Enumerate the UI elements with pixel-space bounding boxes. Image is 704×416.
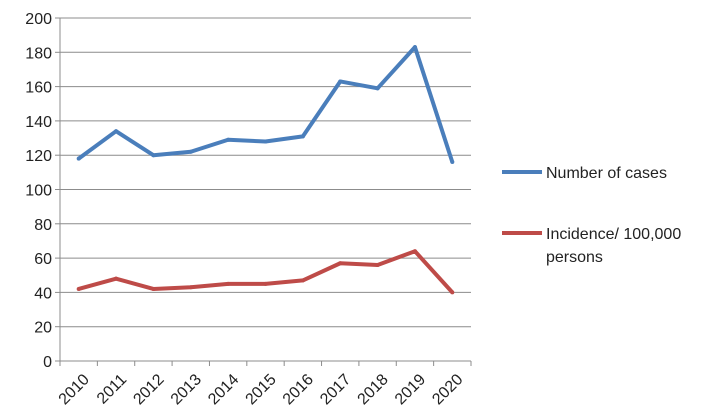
data-point	[450, 160, 455, 165]
data-point	[300, 278, 305, 283]
y-tick-label: 40	[34, 285, 52, 302]
y-tick-label: 140	[25, 114, 52, 131]
data-point	[114, 276, 119, 281]
data-point	[151, 153, 156, 158]
data-point	[76, 156, 81, 161]
y-tick-label: 20	[34, 320, 52, 337]
y-tick-label: 120	[25, 148, 52, 165]
y-tick-label: 200	[25, 11, 52, 28]
data-point	[338, 79, 343, 84]
data-point	[188, 149, 193, 154]
legend-label-incidence-line2: persons	[546, 249, 603, 266]
data-point	[375, 86, 380, 91]
y-tick-label: 80	[34, 217, 52, 234]
series-line-0	[77, 45, 455, 163]
data-point	[375, 262, 380, 267]
x-tick-label: 2015	[242, 371, 279, 408]
x-tick-label: 2020	[429, 371, 466, 408]
legend-label-incidence-line1: Incidence/ 100,000	[546, 226, 681, 243]
x-axis-ticks: 2010 2011 2012 2013 2014 2015 2016 2017 2018 2019…	[56, 361, 472, 408]
data-point	[338, 261, 343, 266]
y-tick-label: 100	[25, 183, 52, 200]
data-point	[188, 285, 193, 290]
series-lines	[76, 45, 455, 295]
x-tick-label: 2013	[168, 371, 205, 408]
y-axis-ticks: 0 20 40 60 80 100 120 140 160 180 200	[25, 11, 60, 371]
x-tick-label: 2019	[392, 371, 429, 408]
x-tick-label: 2016	[280, 371, 317, 408]
x-tick-label: 2018	[355, 371, 392, 408]
data-point	[226, 137, 231, 142]
data-point	[412, 45, 417, 50]
x-tick-label: 2014	[205, 371, 242, 408]
data-point	[263, 139, 268, 144]
x-tick-label: 2017	[317, 371, 354, 408]
data-point	[450, 290, 455, 295]
data-point	[300, 134, 305, 139]
gridlines	[60, 17, 471, 328]
x-tick-label: 2010	[56, 371, 93, 408]
y-tick-label: 0	[43, 354, 52, 371]
data-point	[76, 286, 81, 291]
data-point	[114, 129, 119, 134]
legend-label-number-of-cases: Number of cases	[546, 165, 667, 182]
y-tick-label: 160	[25, 80, 52, 97]
data-point	[151, 286, 156, 291]
x-tick-label: 2012	[130, 371, 167, 408]
axes	[59, 18, 471, 362]
data-point	[263, 281, 268, 286]
series-line-1	[78, 249, 454, 294]
legend: Number of cases Incidence/ 100,000 perso…	[502, 165, 681, 266]
y-tick-label: 180	[25, 45, 52, 62]
x-tick-label: 2011	[94, 371, 130, 407]
data-point	[412, 249, 417, 254]
data-point	[226, 281, 231, 286]
y-tick-label: 60	[34, 251, 52, 268]
